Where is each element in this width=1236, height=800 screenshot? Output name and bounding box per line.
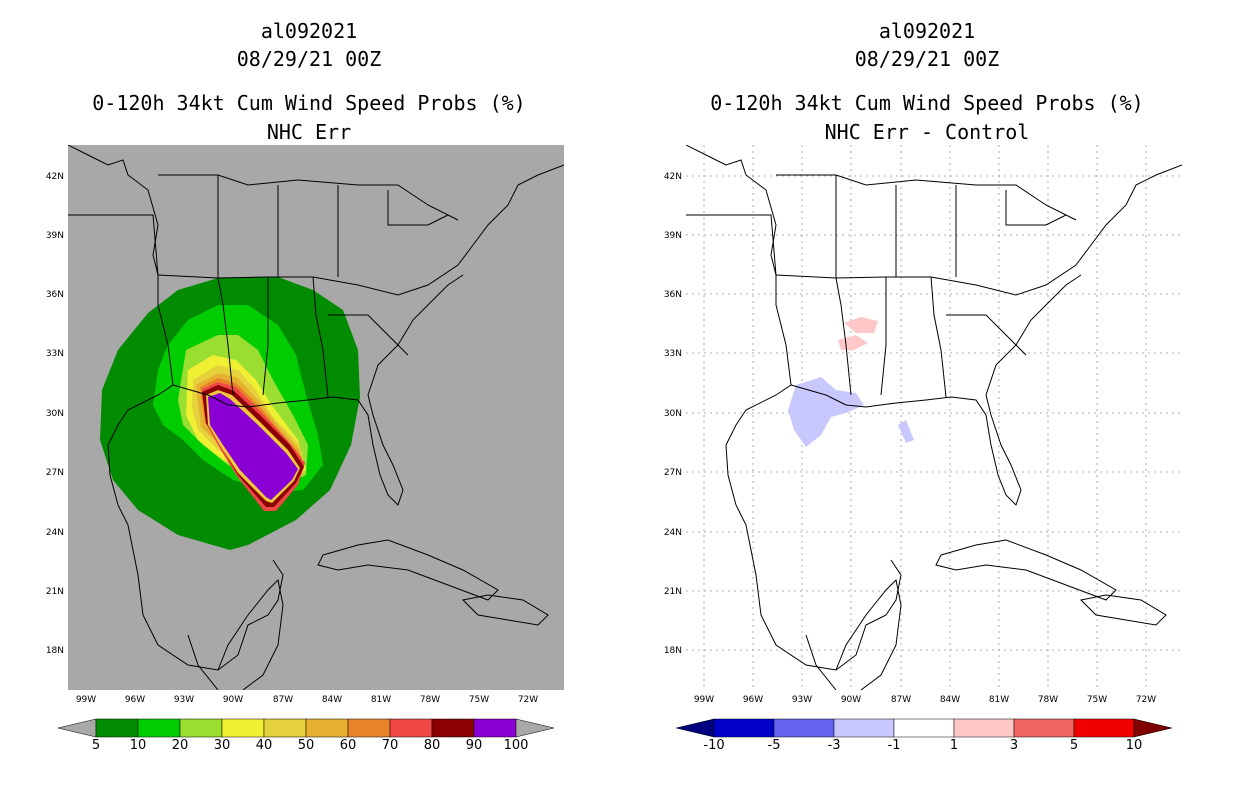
lat-label: 30N bbox=[663, 409, 682, 419]
product-title: 0-120h 34kt Cum Wind Speed Probs (%) bbox=[710, 91, 1144, 115]
storm-id: al092021 bbox=[878, 19, 976, 43]
colorbar-segment bbox=[263, 718, 307, 738]
forecast-time: 08/29/21 00Z bbox=[236, 47, 382, 71]
lat-label: 42N bbox=[663, 172, 682, 182]
colorbar-label: -3 bbox=[827, 738, 841, 753]
colorbar-label: -1 bbox=[887, 738, 901, 753]
colorbar-segment bbox=[833, 718, 895, 738]
lon-label: 84W bbox=[939, 695, 961, 705]
diff-positive-zone bbox=[844, 317, 878, 333]
lon-label: 75W bbox=[1086, 695, 1108, 705]
colorbar-end-high bbox=[1133, 718, 1172, 738]
product-subtitle: NHC Err bbox=[266, 120, 352, 144]
lon-label: 78W bbox=[419, 695, 441, 705]
colorbar-segment bbox=[773, 718, 835, 738]
colorbar bbox=[58, 718, 554, 738]
colorbar-label: 10 bbox=[1125, 738, 1143, 753]
colorbar-segment bbox=[389, 718, 433, 738]
lon-label: 72W bbox=[1135, 695, 1157, 705]
lon-label: 90W bbox=[222, 695, 244, 705]
lon-label: 72W bbox=[517, 695, 539, 705]
colorbar-segment bbox=[347, 718, 391, 738]
colorbar-segment bbox=[1013, 718, 1075, 738]
colorbar-segment bbox=[1073, 718, 1135, 738]
colorbar-label: 1 bbox=[949, 738, 959, 753]
lat-label: 18N bbox=[45, 646, 64, 656]
lat-label: 42N bbox=[45, 172, 64, 182]
forecast-time: 08/29/21 00Z bbox=[854, 47, 1000, 71]
lon-label: 81W bbox=[988, 695, 1010, 705]
lon-label: 87W bbox=[272, 695, 294, 705]
lon-label: 75W bbox=[468, 695, 490, 705]
colorbar-label: 100 bbox=[503, 738, 529, 753]
left-panel: al092021 08/29/21 00Z 0-120h 34kt Cum Wi… bbox=[45, 19, 564, 753]
colorbar-label: -5 bbox=[767, 738, 781, 753]
colorbar-label: 3 bbox=[1009, 738, 1019, 753]
storm-id: al092021 bbox=[260, 19, 358, 43]
colorbar-segment bbox=[179, 718, 223, 738]
diff-negative-zone bbox=[788, 377, 864, 447]
prob-zone-100 bbox=[208, 393, 298, 500]
lon-label: 99W bbox=[75, 695, 97, 705]
colorbar-segment bbox=[137, 718, 181, 738]
right-panel: al092021 08/29/21 00Z 0-120h 34kt Cum Wi… bbox=[618, 0, 1236, 800]
colorbar-segment bbox=[893, 718, 955, 738]
lat-label: 21N bbox=[45, 587, 64, 597]
colorbar-segment bbox=[305, 718, 349, 738]
lat-label: 27N bbox=[45, 468, 64, 478]
colorbar bbox=[676, 718, 1172, 738]
colorbar-label: 60 bbox=[339, 738, 357, 753]
product-subtitle: NHC Err - Control bbox=[824, 120, 1030, 144]
diff-negative-zone bbox=[898, 420, 914, 443]
colorbar-label: 80 bbox=[423, 738, 441, 753]
colorbar-segment bbox=[473, 718, 517, 738]
colorbar-label: 5 bbox=[91, 738, 101, 753]
colorbar-label: 10 bbox=[129, 738, 147, 753]
colorbar-label: 20 bbox=[171, 738, 189, 753]
lon-label: 93W bbox=[173, 695, 195, 705]
lon-label: 96W bbox=[124, 695, 146, 705]
colorbar-end-high bbox=[515, 718, 554, 738]
colorbar-label: 5 bbox=[1069, 738, 1079, 753]
lon-label: 90W bbox=[840, 695, 862, 705]
lat-label: 33N bbox=[45, 349, 64, 359]
colorbar-label: 70 bbox=[381, 738, 399, 753]
colorbar-segment bbox=[953, 718, 1015, 738]
colorbar-segment bbox=[713, 718, 775, 738]
wind-probability-map bbox=[68, 145, 564, 690]
lon-label: 99W bbox=[693, 695, 715, 705]
lat-label: 24N bbox=[663, 528, 682, 538]
lon-label: 84W bbox=[321, 695, 343, 705]
lat-label: 18N bbox=[663, 646, 682, 656]
colorbar-label: 30 bbox=[213, 738, 231, 753]
colorbar-label: 50 bbox=[297, 738, 315, 753]
lon-label: 81W bbox=[370, 695, 392, 705]
colorbar-segment bbox=[95, 718, 139, 738]
product-title: 0-120h 34kt Cum Wind Speed Probs (%) bbox=[92, 91, 526, 115]
colorbar-end-low bbox=[58, 718, 97, 738]
gridlines bbox=[686, 145, 1182, 690]
lat-label: 39N bbox=[45, 231, 64, 241]
lon-label: 87W bbox=[890, 695, 912, 705]
lat-label: 36N bbox=[45, 290, 64, 300]
lat-label: 21N bbox=[663, 587, 682, 597]
lat-label: 30N bbox=[45, 409, 64, 419]
lon-label: 93W bbox=[791, 695, 813, 705]
colorbar-label: 40 bbox=[255, 738, 273, 753]
colorbar-segment bbox=[431, 718, 475, 738]
lat-label: 24N bbox=[45, 528, 64, 538]
colorbar-label: 90 bbox=[465, 738, 483, 753]
lat-label: 27N bbox=[663, 468, 682, 478]
colorbar-label: -10 bbox=[703, 738, 725, 753]
lat-label: 33N bbox=[663, 349, 682, 359]
lat-label: 36N bbox=[663, 290, 682, 300]
lat-label: 39N bbox=[663, 231, 682, 241]
lon-label: 78W bbox=[1037, 695, 1059, 705]
lon-label: 96W bbox=[742, 695, 764, 705]
difference-map bbox=[686, 145, 1182, 690]
colorbar-segment bbox=[221, 718, 265, 738]
colorbar-end-low bbox=[676, 718, 715, 738]
